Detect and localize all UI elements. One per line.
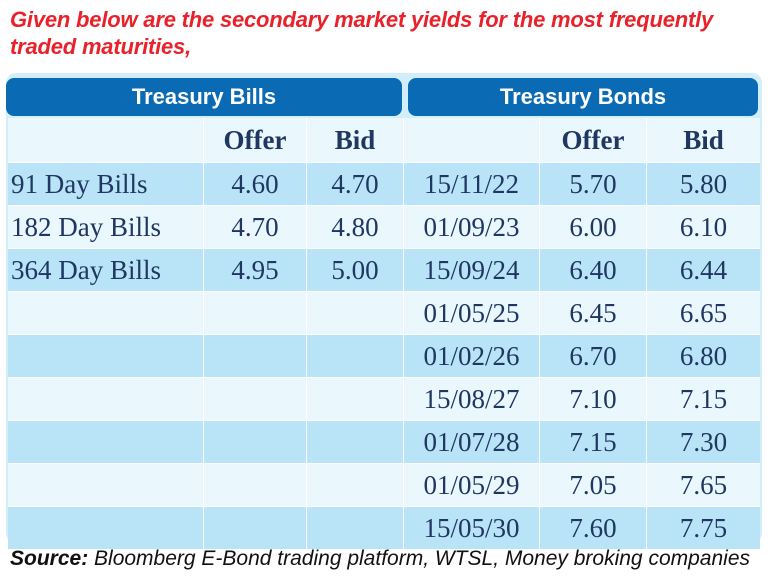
bond-maturity: 01/02/26 xyxy=(404,335,540,377)
bond-bid: 7.30 xyxy=(679,426,728,457)
treasury-bills-header: Treasury Bills xyxy=(6,78,402,116)
bond-maturity: 15/05/30 xyxy=(404,507,540,549)
bond-offer: 7.60 xyxy=(540,507,647,549)
intro-text: Given below are the secondary market yie… xyxy=(10,7,714,59)
bill-name xyxy=(8,421,204,463)
bond-offer: 7.15 xyxy=(540,421,647,463)
bond-offer: 6.45 xyxy=(540,292,647,334)
bill-offer xyxy=(204,507,307,549)
bill-bid-column-header: Bid xyxy=(307,118,404,162)
bill-offer xyxy=(204,378,307,420)
bond-maturity: 15/11/22 xyxy=(404,163,540,205)
source-text: Bloomberg E-Bond trading platform, WTSL,… xyxy=(88,547,750,570)
bill-name xyxy=(8,292,204,334)
bond-bid: 7.65 xyxy=(679,469,728,500)
bond-maturity: 01/05/29 xyxy=(404,464,540,506)
bond-bid: 6.80 xyxy=(679,340,728,371)
bill-bid xyxy=(307,464,404,506)
bond-maturity-column-header xyxy=(404,118,540,162)
bill-name: 364 Day Bills xyxy=(8,249,204,291)
bond-offer: 7.05 xyxy=(540,464,647,506)
bill-name xyxy=(8,378,204,420)
table-row: 01/02/26 6.70 6.80 xyxy=(8,334,760,377)
bill-name-column-header xyxy=(8,118,204,162)
bond-maturity: 15/09/24 xyxy=(404,249,540,291)
table-row: 15/08/27 7.10 7.15 xyxy=(8,377,760,420)
bill-bid xyxy=(307,507,404,549)
bill-bid xyxy=(307,421,404,463)
bond-offer-column-header: Offer xyxy=(540,118,647,162)
bond-maturity: 01/07/28 xyxy=(404,421,540,463)
bill-bid: 4.70 xyxy=(307,163,404,205)
bond-maturity: 01/09/23 xyxy=(404,206,540,248)
bond-offer: 6.70 xyxy=(540,335,647,377)
bill-offer: 4.60 xyxy=(204,163,307,205)
bond-bid: 6.44 xyxy=(679,254,728,285)
bill-name: 182 Day Bills xyxy=(8,206,204,248)
table-row: 15/05/30 7.60 7.75 xyxy=(8,506,760,549)
bill-offer: 4.95 xyxy=(204,249,307,291)
bill-bid: 5.00 xyxy=(307,249,404,291)
bill-bid xyxy=(307,292,404,334)
treasury-bonds-header: Treasury Bonds xyxy=(408,78,758,116)
bond-offer: 6.00 xyxy=(540,206,647,248)
table-row: 01/07/28 7.15 7.30 xyxy=(8,420,760,463)
yields-table: Offer Bid Offer Bid 91 Day Bills 4.60 4.… xyxy=(8,118,760,549)
table-row: 364 Day Bills 4.95 5.00 15/09/24 6.40 6.… xyxy=(8,248,760,291)
bill-name xyxy=(8,464,204,506)
bond-bid: 6.65 xyxy=(679,297,728,328)
bill-offer-column-header: Offer xyxy=(204,118,307,162)
column-header-row: Offer Bid Offer Bid xyxy=(8,118,760,162)
bond-bid-column-header: Bid xyxy=(683,124,724,155)
bill-bid: 4.80 xyxy=(307,206,404,248)
bond-offer: 7.10 xyxy=(540,378,647,420)
source-note: Source: Bloomberg E-Bond trading platfor… xyxy=(10,547,766,571)
bond-bid: 7.75 xyxy=(679,512,728,543)
table-row: 01/05/25 6.45 6.65 xyxy=(8,291,760,334)
bill-offer xyxy=(204,421,307,463)
table-row: 01/05/29 7.05 7.65 xyxy=(8,463,760,506)
table-row: 91 Day Bills 4.60 4.70 15/11/22 5.70 5.8… xyxy=(8,162,760,205)
bill-name xyxy=(8,335,204,377)
bill-bid xyxy=(307,335,404,377)
bill-bid xyxy=(307,378,404,420)
bill-name xyxy=(8,507,204,549)
bill-offer xyxy=(204,464,307,506)
bond-bid: 5.80 xyxy=(679,168,728,199)
table-row: 182 Day Bills 4.70 4.80 01/09/23 6.00 6.… xyxy=(8,205,760,248)
source-label: Source: xyxy=(10,547,89,570)
bond-maturity: 01/05/25 xyxy=(404,292,540,334)
bond-offer: 5.70 xyxy=(540,163,647,205)
bond-maturity: 15/08/27 xyxy=(404,378,540,420)
bill-name: 91 Day Bills xyxy=(8,163,204,205)
bill-offer: 4.70 xyxy=(204,206,307,248)
bond-bid: 7.15 xyxy=(679,383,728,414)
bill-offer xyxy=(204,335,307,377)
bill-offer xyxy=(204,292,307,334)
bond-bid: 6.10 xyxy=(679,211,728,242)
bond-offer: 6.40 xyxy=(540,249,647,291)
